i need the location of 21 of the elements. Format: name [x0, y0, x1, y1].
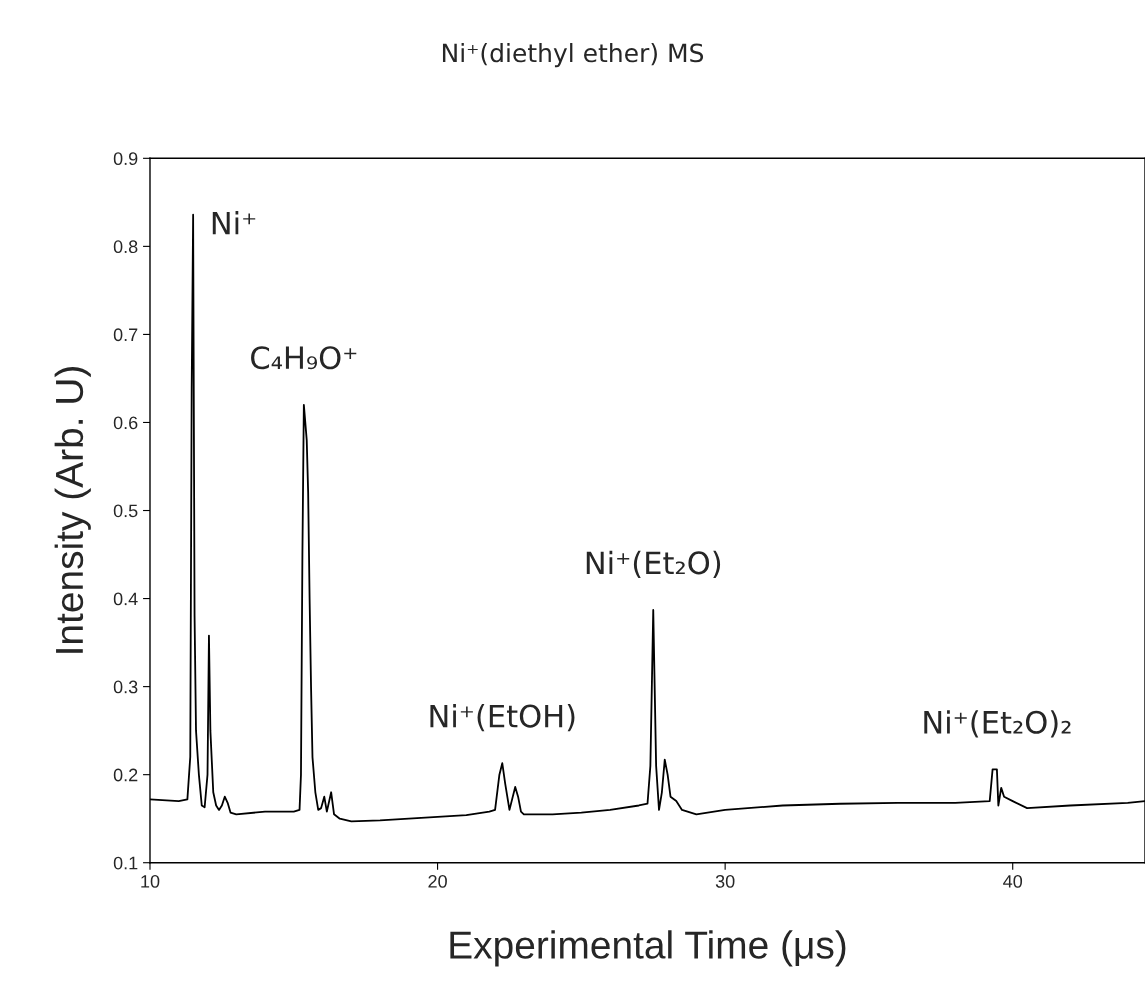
- y-tick-label: 0.9: [113, 152, 138, 166]
- annotation: Ni⁺(EtOH): [430, 703, 575, 732]
- y-tick-label: 0.7: [113, 328, 138, 342]
- y-tick-label: 0.5: [113, 504, 138, 518]
- y-tick-label: 0.3: [113, 680, 138, 694]
- x-tick-label: 20: [428, 875, 447, 888]
- x-tick-label: 40: [1003, 875, 1023, 888]
- annotation: Ni⁺(Et₂O)₂: [924, 710, 1071, 738]
- y-tick-label: 0.6: [113, 416, 138, 430]
- y-tick-label: 0.2: [113, 768, 138, 782]
- annotation: Ni⁺(Et₂O): [586, 550, 721, 579]
- y-tick-label: 0.1: [113, 856, 138, 870]
- y-axis-title: Intensity (Arb. U): [54, 367, 91, 653]
- x-tick-label: 30: [715, 875, 735, 888]
- y-tick-label: 0.4: [113, 592, 138, 606]
- y-tick-label: 0.8: [113, 240, 138, 254]
- chart-title: Ni⁺(diethyl ether) MS: [442, 43, 704, 68]
- annotation: Ni⁺: [212, 210, 256, 235]
- x-tick-label: 10: [141, 875, 160, 888]
- x-axis-title: Experimental Time (μs): [450, 930, 846, 967]
- annotation: C₄H₉O⁺: [251, 346, 357, 370]
